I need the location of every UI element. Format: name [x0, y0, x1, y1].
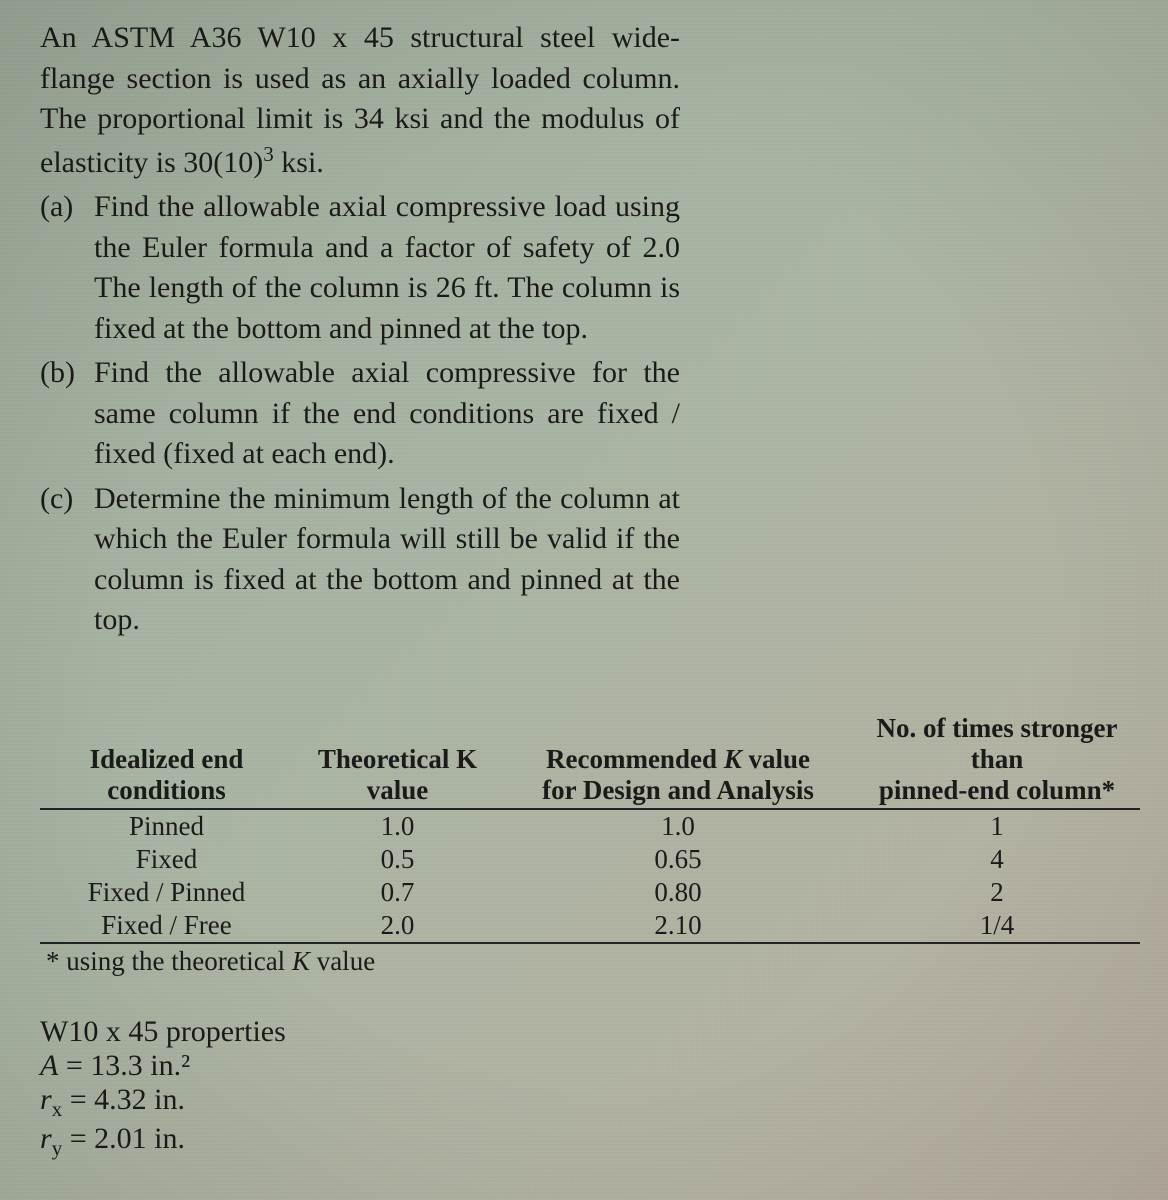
props-title: W10 x 45 properties [40, 1015, 1128, 1049]
th-line: pinned-end column* [879, 775, 1115, 805]
cell-str: 2 [854, 876, 1140, 909]
cell-ktheo: 1.0 [293, 809, 502, 843]
prop-rx: rx = 4.32 in. [40, 1083, 1128, 1122]
th-line: for Design and Analysis [542, 775, 814, 805]
th-line: value [367, 775, 429, 805]
part-c: (c) Determine the minimum length of the … [40, 479, 680, 641]
table-row: Fixed / Free 2.0 2.10 1/4 [40, 909, 1140, 943]
cell-ktheo: 0.7 [293, 876, 502, 909]
table-row: Fixed 0.5 0.65 4 [40, 843, 1140, 876]
part-b: (b) Find the allowable axial compressive… [40, 353, 680, 475]
th-line: Theoretical K [318, 744, 477, 774]
cell-cond: Fixed / Pinned [40, 876, 293, 909]
col-krec: Recommended K value for Design and Analy… [502, 711, 854, 809]
part-text: Determine the minimum length of the colu… [94, 479, 680, 641]
prop-value: 13.3 in.² [90, 1049, 190, 1082]
table-footnote: * using the theoretical K value [40, 946, 1140, 977]
col-conditions: Idealized end conditions [40, 711, 293, 809]
prop-ry: ry = 2.01 in. [40, 1122, 1128, 1161]
th-line: Idealized end [90, 744, 244, 774]
cell-ktheo: 0.5 [293, 843, 502, 876]
cell-krec: 0.65 [502, 843, 854, 876]
th-line: conditions [107, 775, 226, 805]
cell-str: 1 [854, 809, 1140, 843]
section-properties: W10 x 45 properties A = 13.3 in.² rx = 4… [40, 1015, 1128, 1161]
part-text: Find the allowable axial compressive for… [94, 353, 680, 475]
part-label: (a) [40, 187, 94, 349]
problem-block: An ASTM A36 W10 x 45 structural steel wi… [40, 18, 680, 641]
th-line: Recommended K value [546, 744, 810, 774]
table-row: Pinned 1.0 1.0 1 [40, 809, 1140, 843]
problem-intro: An ASTM A36 W10 x 45 structural steel wi… [40, 18, 680, 183]
k-table-wrap: Idealized end conditions Theoretical K v… [40, 711, 1140, 977]
cell-ktheo: 2.0 [293, 909, 502, 943]
part-label: (c) [40, 479, 94, 641]
prop-value: 4.32 in. [94, 1083, 185, 1116]
page: An ASTM A36 W10 x 45 structural steel wi… [0, 0, 1168, 1171]
cell-str: 1/4 [854, 909, 1140, 943]
col-ktheo: Theoretical K value [293, 711, 502, 809]
cell-krec: 0.80 [502, 876, 854, 909]
cell-krec: 2.10 [502, 909, 854, 943]
cell-str: 4 [854, 843, 1140, 876]
cell-cond: Fixed [40, 843, 293, 876]
prop-value: 2.01 in. [94, 1122, 185, 1155]
table-row: Fixed / Pinned 0.7 0.80 2 [40, 876, 1140, 909]
col-strength: No. of times stronger than pinned-end co… [854, 711, 1140, 809]
prop-A: A = 13.3 in.² [40, 1049, 1128, 1083]
cell-cond: Fixed / Free [40, 909, 293, 943]
part-label: (b) [40, 353, 94, 475]
cell-cond: Pinned [40, 809, 293, 843]
th-line: No. of times stronger than [877, 713, 1118, 774]
part-a: (a) Find the allowable axial compressive… [40, 187, 680, 349]
table-header-row: Idealized end conditions Theoretical K v… [40, 711, 1140, 809]
part-text: Find the allowable axial compressive loa… [94, 187, 680, 349]
k-table: Idealized end conditions Theoretical K v… [40, 711, 1140, 944]
cell-krec: 1.0 [502, 809, 854, 843]
